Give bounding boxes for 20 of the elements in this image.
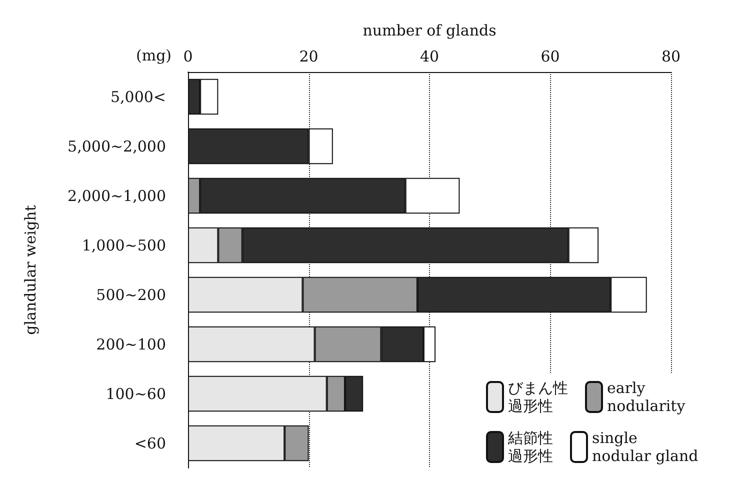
y-axis-title: glandular weight xyxy=(22,205,40,335)
legend-label: single nodular gland xyxy=(592,429,699,465)
x-tick-label: 80 xyxy=(661,48,681,66)
legend-label: early nodularity xyxy=(607,379,686,415)
y-tick-label: 1,000~500 xyxy=(82,236,166,254)
y-tick-label: 100~60 xyxy=(106,384,166,403)
y-tick-label: <60 xyxy=(134,434,166,452)
legend-label: びまん性過形性 xyxy=(508,379,568,415)
x-tick-label: 20 xyxy=(299,48,318,66)
x-axis-title: number of glands xyxy=(362,22,496,40)
legend-label: 結節性過形性 xyxy=(507,429,553,465)
text: (mg) xyxy=(136,46,172,64)
y-tick-label: 5,000~2,000 xyxy=(68,137,166,156)
x-tick-label: 60 xyxy=(540,48,560,66)
x-tick-label: 0 xyxy=(183,48,193,66)
y-tick-label: 2,000~1,000 xyxy=(68,186,166,205)
y-tick-label: 5,000< xyxy=(110,88,166,106)
x-tick-label: 40 xyxy=(420,48,440,66)
y-tick-label: 500~200 xyxy=(96,286,166,304)
y-tick-label: 200~100 xyxy=(96,335,166,354)
